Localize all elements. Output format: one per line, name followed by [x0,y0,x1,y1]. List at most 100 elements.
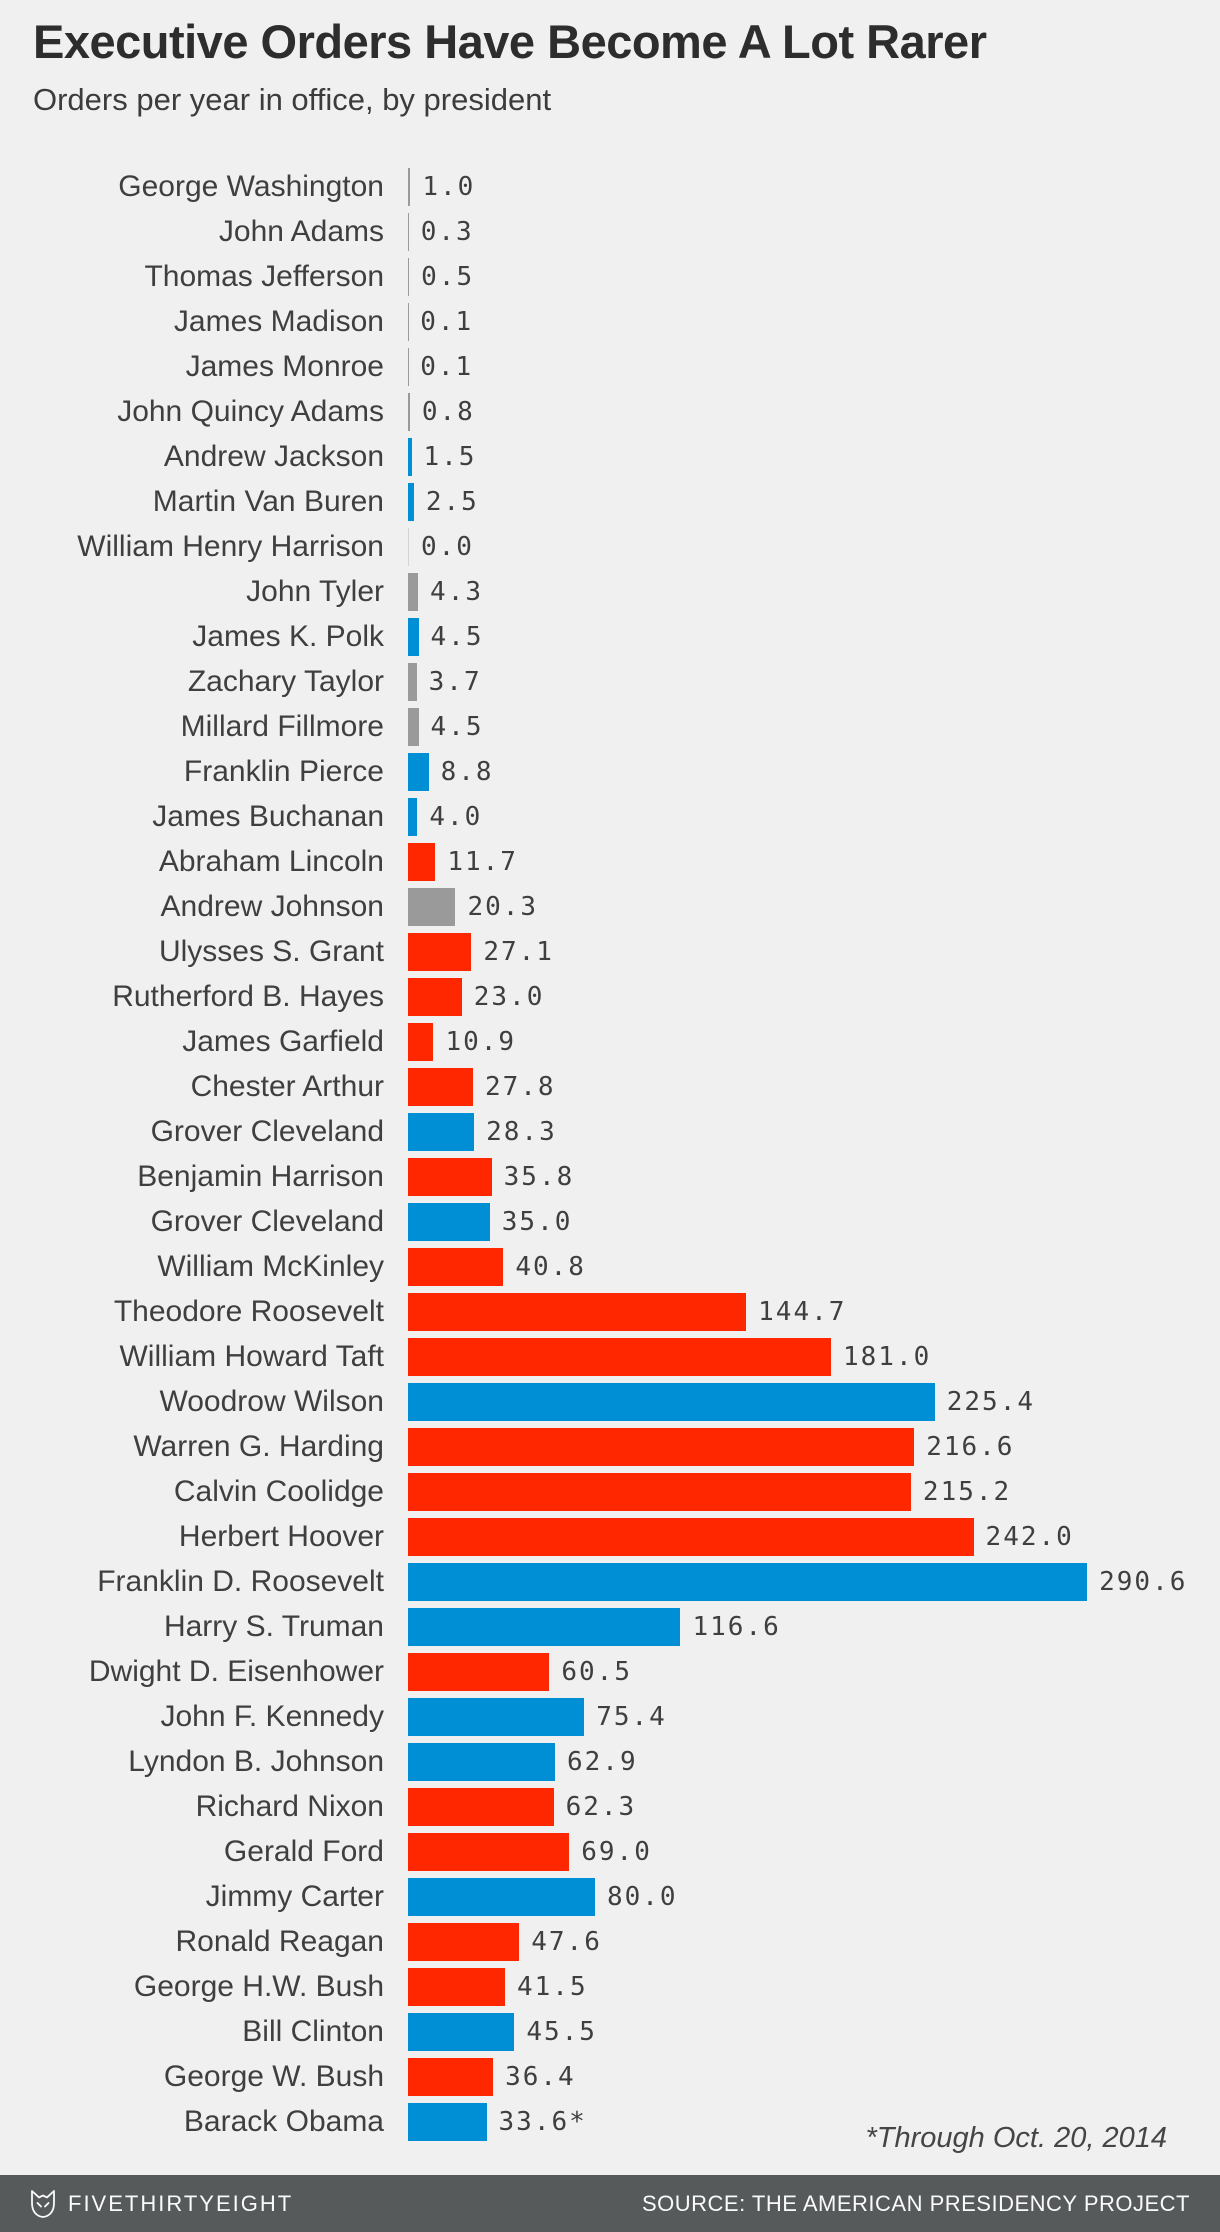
bar-track: 62.9 [408,1739,1220,1784]
president-label: George Washington [118,169,384,203]
value-label: 4.5 [430,711,484,742]
president-label: Abraham Lincoln [158,844,384,878]
president-label: Chester Arthur [190,1069,384,1103]
chart-row: Grover Cleveland 35.0 [0,1199,1220,1244]
chart-row: Warren G. Harding 216.6 [0,1424,1220,1469]
chart-row: Grover Cleveland 28.3 [0,1109,1220,1154]
value-label: 0.1 [420,306,474,337]
chart-row: Gerald Ford 69.0 [0,1829,1220,1874]
president-label: Franklin Pierce [183,754,384,788]
chart-row: Ronald Reagan 47.6 [0,1919,1220,1964]
value-bar [408,572,419,611]
bar-track: 216.6 [408,1424,1220,1469]
value-label: 215.2 [922,1476,1012,1507]
chart-row: Benjamin Harrison 35.8 [0,1154,1220,1199]
value-label: 35.8 [503,1161,575,1192]
page-title: Executive Orders Have Become A Lot Rarer [33,15,987,68]
bar-track: 290.6 [408,1559,1220,1604]
value-bar [408,167,411,206]
bar-track: 215.2 [408,1469,1220,1514]
bar-track: 2.5 [408,479,1220,524]
value-label: 1.5 [423,441,477,472]
footnote: *Through Oct. 20, 2014 [865,2122,1167,2154]
bar-track: 8.8 [408,749,1220,794]
value-bar [408,707,419,746]
value-bar [408,1472,911,1511]
value-bar [408,1157,492,1196]
value-label: 4.5 [430,621,484,652]
chart-row: Franklin Pierce 8.8 [0,749,1220,794]
bar-track: 27.1 [408,929,1220,974]
value-label: 290.6 [1099,1566,1188,1597]
chart-row: Chester Arthur 27.8 [0,1064,1220,1109]
chart-row: Barack Obama 33.6* [0,2099,1220,2144]
chart-row: Woodrow Wilson 225.4 [0,1379,1220,1424]
president-label: George W. Bush [163,2059,384,2093]
president-label: Millard Fillmore [180,709,384,743]
bar-track: 0.1 [408,299,1220,344]
value-label: 0.1 [420,351,474,382]
value-label: 27.1 [483,936,554,967]
president-label: Woodrow Wilson [159,1384,384,1418]
president-label: Richard Nixon [195,1789,384,1823]
chart-row: Abraham Lincoln 11.7 [0,839,1220,884]
value-label: 33.6* [498,2106,587,2137]
chart-row: Theodore Roosevelt 144.7 [0,1289,1220,1334]
value-bar [408,1067,473,1106]
president-label: Herbert Hoover [178,1519,384,1553]
chart-row: John F. Kennedy 75.4 [0,1694,1220,1739]
president-label: John Adams [218,214,384,248]
president-label: James Buchanan [152,799,384,833]
president-label: Harry S. Truman [163,1609,384,1643]
value-label: 11.7 [447,846,518,877]
bar-track: 35.8 [408,1154,1220,1199]
chart-row: William McKinley 40.8 [0,1244,1220,1289]
chart-row: James Buchanan 4.0 [0,794,1220,839]
value-bar [408,842,436,881]
fivethirtyeight-brand: FIVETHIRTYEIGHT [30,2189,293,2218]
president-label: Zachary Taylor [187,664,384,698]
bar-track: 80.0 [408,1874,1220,1919]
bar-track: 0.8 [408,389,1220,434]
bar-track: 144.7 [408,1289,1220,1334]
bar-track: 28.3 [408,1109,1220,1154]
bar-track: 75.4 [408,1694,1220,1739]
value-bar [408,1112,475,1151]
value-bar [408,617,419,656]
president-label: Grover Cleveland [150,1114,384,1148]
value-label: 47.6 [531,1926,602,1957]
president-label: Barack Obama [183,2104,384,2138]
chart-row: Calvin Coolidge 215.2 [0,1469,1220,1514]
president-label: Warren G. Harding [133,1429,384,1463]
value-bar [408,1022,434,1061]
value-label: 10.9 [445,1026,517,1057]
bar-track: 62.3 [408,1784,1220,1829]
chart-row: William Howard Taft 181.0 [0,1334,1220,1379]
chart-row: Herbert Hoover 242.0 [0,1514,1220,1559]
bar-track: 116.6 [408,1604,1220,1649]
value-label: 60.5 [561,1656,632,1687]
president-label: John F. Kennedy [160,1699,385,1733]
value-label: 45.5 [526,2016,597,2047]
value-bar [408,437,412,476]
value-label: 41.5 [516,1971,588,2002]
bar-track: 181.0 [408,1334,1220,1379]
chart-row: Andrew Johnson 20.3 [0,884,1220,929]
bar-track: 0.1 [408,344,1220,389]
bar-track: 0.0 [408,524,1220,569]
president-label: Gerald Ford [223,1834,384,1868]
bar-track: 60.5 [408,1649,1220,1694]
president-label: Bill Clinton [242,2014,384,2048]
president-label: James Garfield [182,1024,384,1058]
president-label: Martin Van Buren [152,484,384,518]
value-bar [408,2102,487,2141]
bar-track: 4.3 [408,569,1220,614]
bar-track: 20.3 [408,884,1220,929]
chart-row: Richard Nixon 62.3 [0,1784,1220,1829]
value-bar [408,1832,570,1871]
bar-track: 1.5 [408,434,1220,479]
president-label: Jimmy Carter [205,1879,384,1913]
value-label: 0.5 [421,261,475,292]
president-label: Andrew Jackson [163,439,384,473]
president-label: Benjamin Harrison [137,1159,384,1193]
